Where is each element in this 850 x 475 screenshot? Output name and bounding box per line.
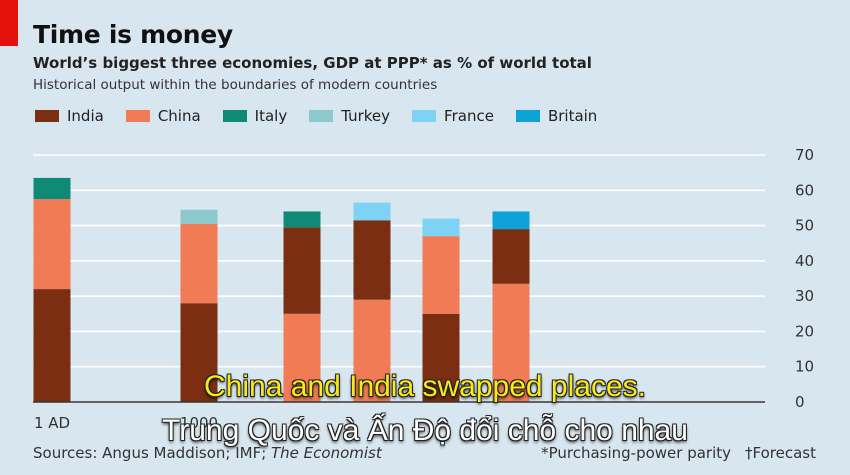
y-tick-label: 20 [795, 322, 814, 340]
legend-swatch-turkey [309, 110, 334, 122]
bar-segment-france [353, 202, 391, 221]
chart-legend: India China Italy Turkey France Britain [35, 107, 619, 125]
bar-segment-india [422, 313, 460, 402]
bar-segment-turkey [180, 209, 218, 224]
bar-segment-italy [283, 211, 321, 228]
legend-item-turkey: Turkey [309, 107, 390, 125]
bar-segment-india [33, 289, 71, 402]
bar-segment-china [422, 236, 460, 314]
legend-label-france: France [444, 107, 494, 125]
subtitle-caption-english: China and India swapped places. [204, 370, 646, 403]
legend-swatch-china [125, 110, 150, 122]
legend-label-turkey: Turkey [341, 107, 391, 125]
sources-publication: The Economist [271, 444, 382, 462]
bar-segment-italy [33, 177, 71, 200]
x-tick-label: 1000 [180, 414, 218, 432]
y-tick-label: 50 [795, 217, 814, 235]
legend-item-china: China [125, 107, 201, 125]
bar-segment-india [283, 227, 321, 314]
y-tick-label: 60 [795, 181, 814, 199]
sources-text: Sources: Angus Maddison; IMF; [33, 444, 272, 462]
bar-segment-india [180, 303, 218, 402]
legend-item-france: France [412, 107, 494, 125]
legend-label-britain: Britain [547, 107, 598, 125]
bar-segment-china [283, 313, 321, 402]
chart-title: Time is money [33, 20, 233, 49]
chart-note: Historical output within the boundaries … [33, 77, 438, 93]
bar-segment-china [180, 223, 218, 304]
legend-item-britain: Britain [515, 107, 598, 125]
bar-segment-india [492, 229, 530, 284]
chart-subtitle: World’s biggest three economies, GDP at … [33, 54, 592, 72]
legend-item-india: India [35, 107, 104, 125]
y-tick-label: 10 [795, 358, 814, 376]
ppp-footnote: *Purchasing-power parity [541, 444, 732, 462]
x-tick-label: 1 AD [34, 414, 70, 432]
bar-segment-france [422, 218, 460, 237]
footnotes: *Purchasing-power parity †Forecast [527, 444, 816, 462]
y-tick-label: 40 [795, 252, 814, 270]
y-tick-label: 0 [795, 393, 805, 411]
bar-segment-china [33, 199, 71, 290]
bar-segment-britain [492, 211, 530, 230]
brand-red-tab [0, 0, 18, 46]
bar-segment-india [353, 220, 391, 300]
subtitle-caption-vietnamese: Trung Quốc và Ấn Độ đổi chỗ cho nhau [162, 414, 688, 447]
forecast-footnote: †Forecast [745, 444, 816, 462]
legend-swatch-france [412, 110, 437, 122]
legend-swatch-britain [515, 110, 540, 122]
legend-label-india: India [67, 107, 104, 125]
legend-label-italy: Italy [254, 107, 288, 125]
legend-label-china: China [157, 107, 201, 125]
bar-segment-china [492, 283, 530, 402]
y-tick-label: 70 [795, 146, 814, 164]
legend-item-italy: Italy [222, 107, 288, 125]
y-tick-label: 30 [795, 287, 814, 305]
legend-swatch-india [35, 110, 59, 122]
bar-segment-china [353, 299, 391, 402]
sources-note: Sources: Angus Maddison; IMF; The Econom… [33, 444, 382, 462]
legend-swatch-italy [222, 110, 247, 122]
